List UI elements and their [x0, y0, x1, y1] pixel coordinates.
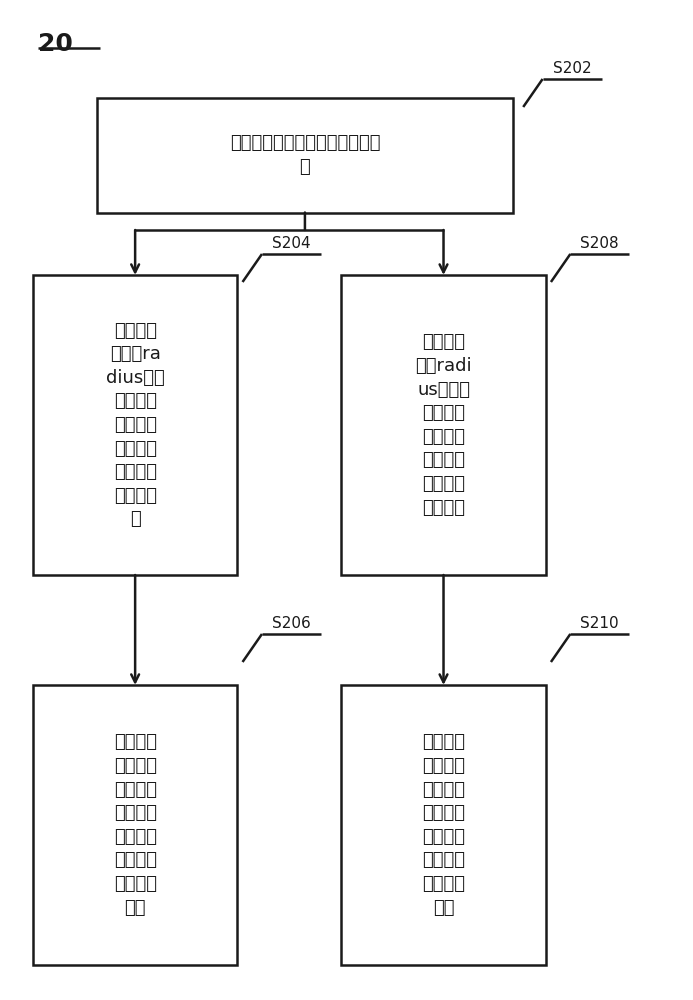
- Text: 分流设备获取来自用户的数据流
量: 分流设备获取来自用户的数据流 量: [229, 134, 380, 176]
- Text: 所述第一
数据处理
板基于预
设的五元
组规则对
所述数据
流量进行
过滤: 所述第一 数据处理 板基于预 设的五元 组规则对 所述数据 流量进行 过滤: [114, 733, 157, 917]
- Text: S206: S206: [272, 616, 310, 631]
- FancyBboxPatch shape: [341, 685, 546, 965]
- Text: 在数据流
量为radi
us计费报
文时，将
所述数据
流量发送
至第二数
据处理板: 在数据流 量为radi us计费报 文时，将 所述数据 流量发送 至第二数 据处…: [415, 333, 472, 517]
- Text: S204: S204: [272, 236, 310, 251]
- Text: 20: 20: [38, 32, 73, 56]
- Text: S202: S202: [553, 61, 591, 76]
- Text: 在数据流
量不为ra
dius计费
报文时，
将所述数
据流量发
送至第一
数据处理
板: 在数据流 量不为ra dius计费 报文时， 将所述数 据流量发 送至第一 数据…: [106, 322, 164, 528]
- Text: S208: S208: [581, 236, 619, 251]
- FancyBboxPatch shape: [33, 685, 237, 965]
- Text: 所述第二
数据处理
板对所述
第一数据
处理板中
的五元组
规则进行
更新: 所述第二 数据处理 板对所述 第一数据 处理板中 的五元组 规则进行 更新: [422, 733, 465, 917]
- FancyBboxPatch shape: [33, 275, 237, 575]
- FancyBboxPatch shape: [341, 275, 546, 575]
- Text: S210: S210: [581, 616, 619, 631]
- FancyBboxPatch shape: [97, 98, 513, 213]
